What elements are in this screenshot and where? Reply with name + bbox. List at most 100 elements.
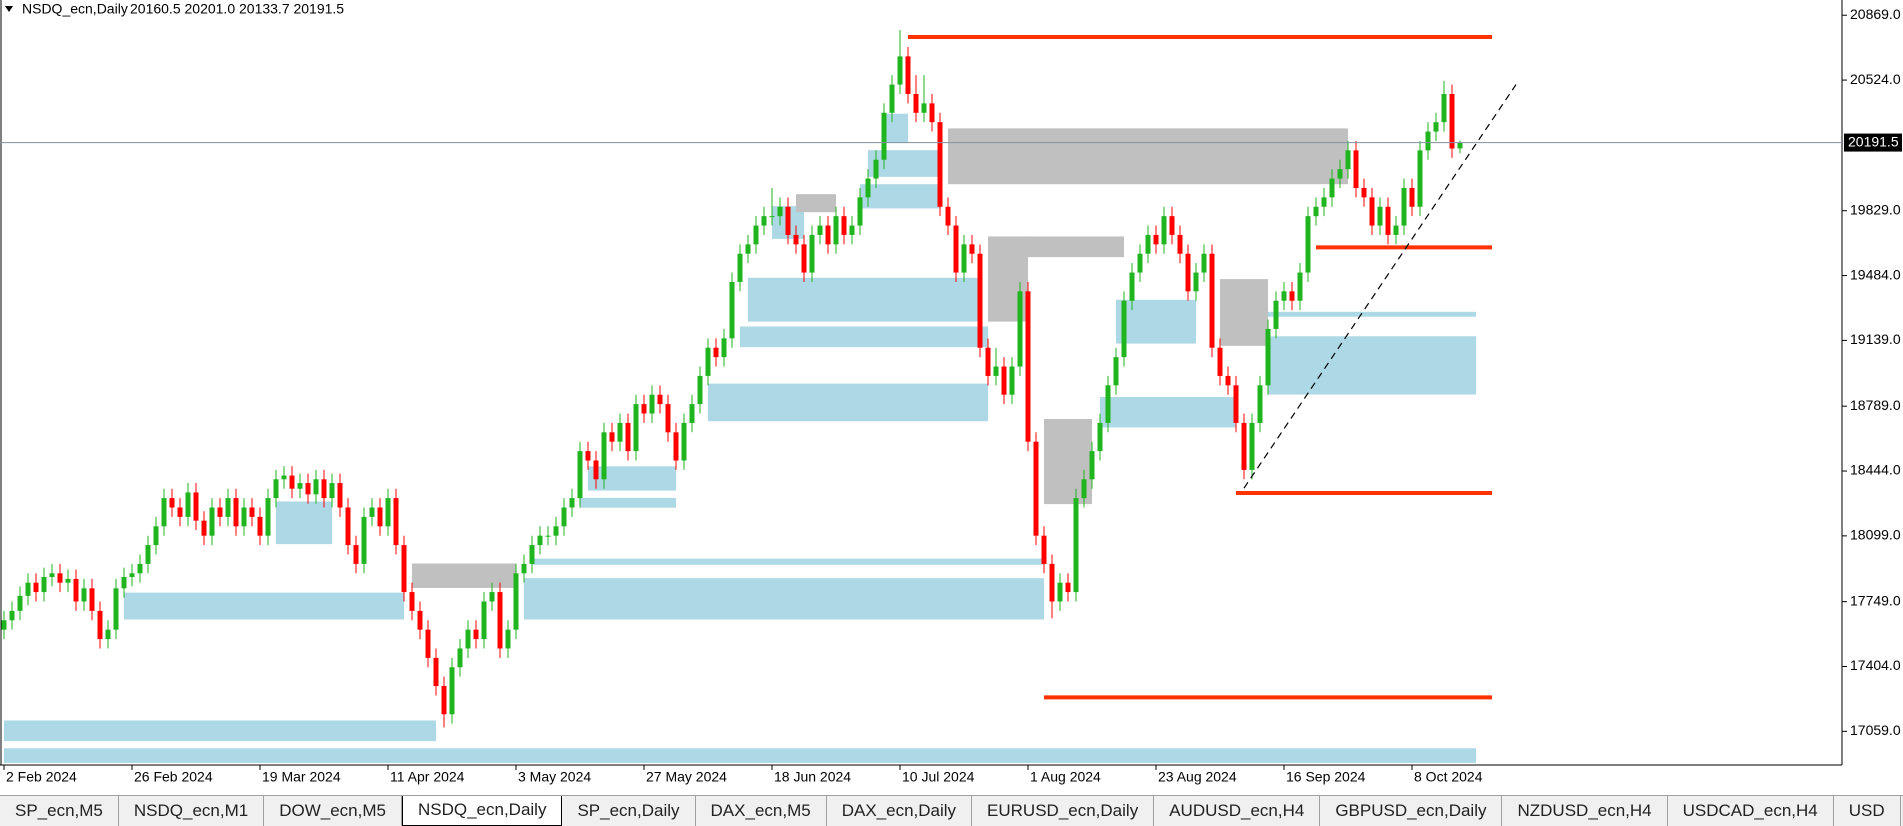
zone [884,113,908,143]
candle-body [1369,197,1375,226]
zone [588,466,676,491]
candle-body [1033,441,1039,536]
zone [860,184,940,209]
tab[interactable]: USDCAD_ecn,H4 [1668,796,1834,826]
tab[interactable]: EURUSD_ecn,Daily [972,796,1155,826]
candle-body [745,244,751,254]
candle-body [1137,253,1143,273]
y-tick-label: 18444.0 [1850,462,1901,478]
candle-body [1009,366,1015,395]
candle-body [1441,93,1447,123]
candle-body [633,404,639,452]
y-tick-label: 17059.0 [1850,722,1901,738]
zone [1116,299,1196,344]
candle-body [849,225,855,235]
tab[interactable]: NSDQ_ecn,M1 [119,796,265,826]
current-price-box [1844,133,1902,152]
candle-body [481,601,487,640]
candle-body [881,112,887,160]
candle-body [465,629,471,649]
candle-body [1017,291,1023,367]
y-tick-label: 18099.0 [1850,527,1901,543]
x-tick-label: 10 Jul 2024 [902,769,975,785]
tab[interactable]: GBPUSD_ecn,Daily [1320,796,1503,826]
candle-body [1289,291,1295,301]
candle-body [9,610,15,621]
candle-body [1393,225,1399,235]
candle-body [153,526,159,546]
tab[interactable]: AUDUSD_ecn,H4 [1154,796,1321,826]
tab[interactable]: SP_ecn,Daily [562,796,696,826]
candle-body [977,253,983,348]
tab[interactable]: DOW_ecn,M5 [264,796,402,826]
candle-body [1409,187,1415,207]
candle-body [1249,422,1255,470]
candle-body [473,629,479,640]
candle-body [601,432,607,480]
zone [124,592,404,620]
candle-body [353,545,359,564]
candle-body [617,422,623,442]
candle-body [721,338,727,358]
tab[interactable]: NSDQ_ecn,Daily [401,796,563,826]
zone [1268,311,1476,317]
candle-body [337,483,343,508]
candle-body [449,667,455,715]
candle-body [929,103,935,123]
tab[interactable]: DAX_ecn,M5 [696,796,827,826]
x-tick-label: 2 Feb 2024 [6,769,77,785]
zone [1100,396,1236,428]
menu-arrow[interactable] [5,6,13,12]
candle-body [313,479,319,495]
zone [796,194,836,213]
candle-body [841,216,847,235]
candle-body [833,216,839,245]
candle-body [361,516,367,564]
tab[interactable]: NZDUSD_ecn,H4 [1502,796,1668,826]
zone [524,578,1044,620]
tab[interactable]: SP_ecn,M5 [0,796,119,826]
zone [580,497,676,508]
candle-body [65,578,71,583]
candle-body [681,422,687,461]
x-tick-label: 11 Apr 2024 [390,769,465,785]
candle-body [609,432,615,442]
candle-body [729,281,735,339]
candle-body [1297,272,1303,301]
candle-body [785,206,791,235]
candle-body [113,588,119,630]
tab[interactable]: USD [1834,796,1901,826]
candle-body [1337,169,1343,179]
candle-body [1273,300,1279,329]
candle-body [1073,498,1079,593]
zone [4,720,436,742]
candle-body [73,578,79,602]
candle-body [1201,253,1207,273]
zone [1220,279,1268,346]
candle-body [769,216,775,218]
candle-body [569,498,575,508]
candle-body [865,178,871,198]
candle-body [33,582,39,593]
tab[interactable]: DAX_ecn,Daily [827,796,973,826]
candle-body [297,483,303,489]
candle-body [249,507,255,517]
y-tick-label: 19829.0 [1850,201,1901,217]
candle-body [553,526,559,536]
y-tick-label: 17749.0 [1850,592,1901,608]
candle-body [321,479,327,499]
candle-body [265,498,271,536]
candle-body [433,657,439,687]
candle-body [1233,385,1239,423]
candle-body [665,404,671,433]
quote: 20160.5 20201.0 20133.7 20191.5 [130,1,344,17]
candle-body [521,563,527,574]
candle-body [273,479,279,499]
candle-body [921,103,927,113]
candle-body [1433,122,1439,132]
candle-body [81,588,87,602]
candle-body [897,56,903,85]
candle-body [641,404,647,414]
candle-body [529,545,535,564]
